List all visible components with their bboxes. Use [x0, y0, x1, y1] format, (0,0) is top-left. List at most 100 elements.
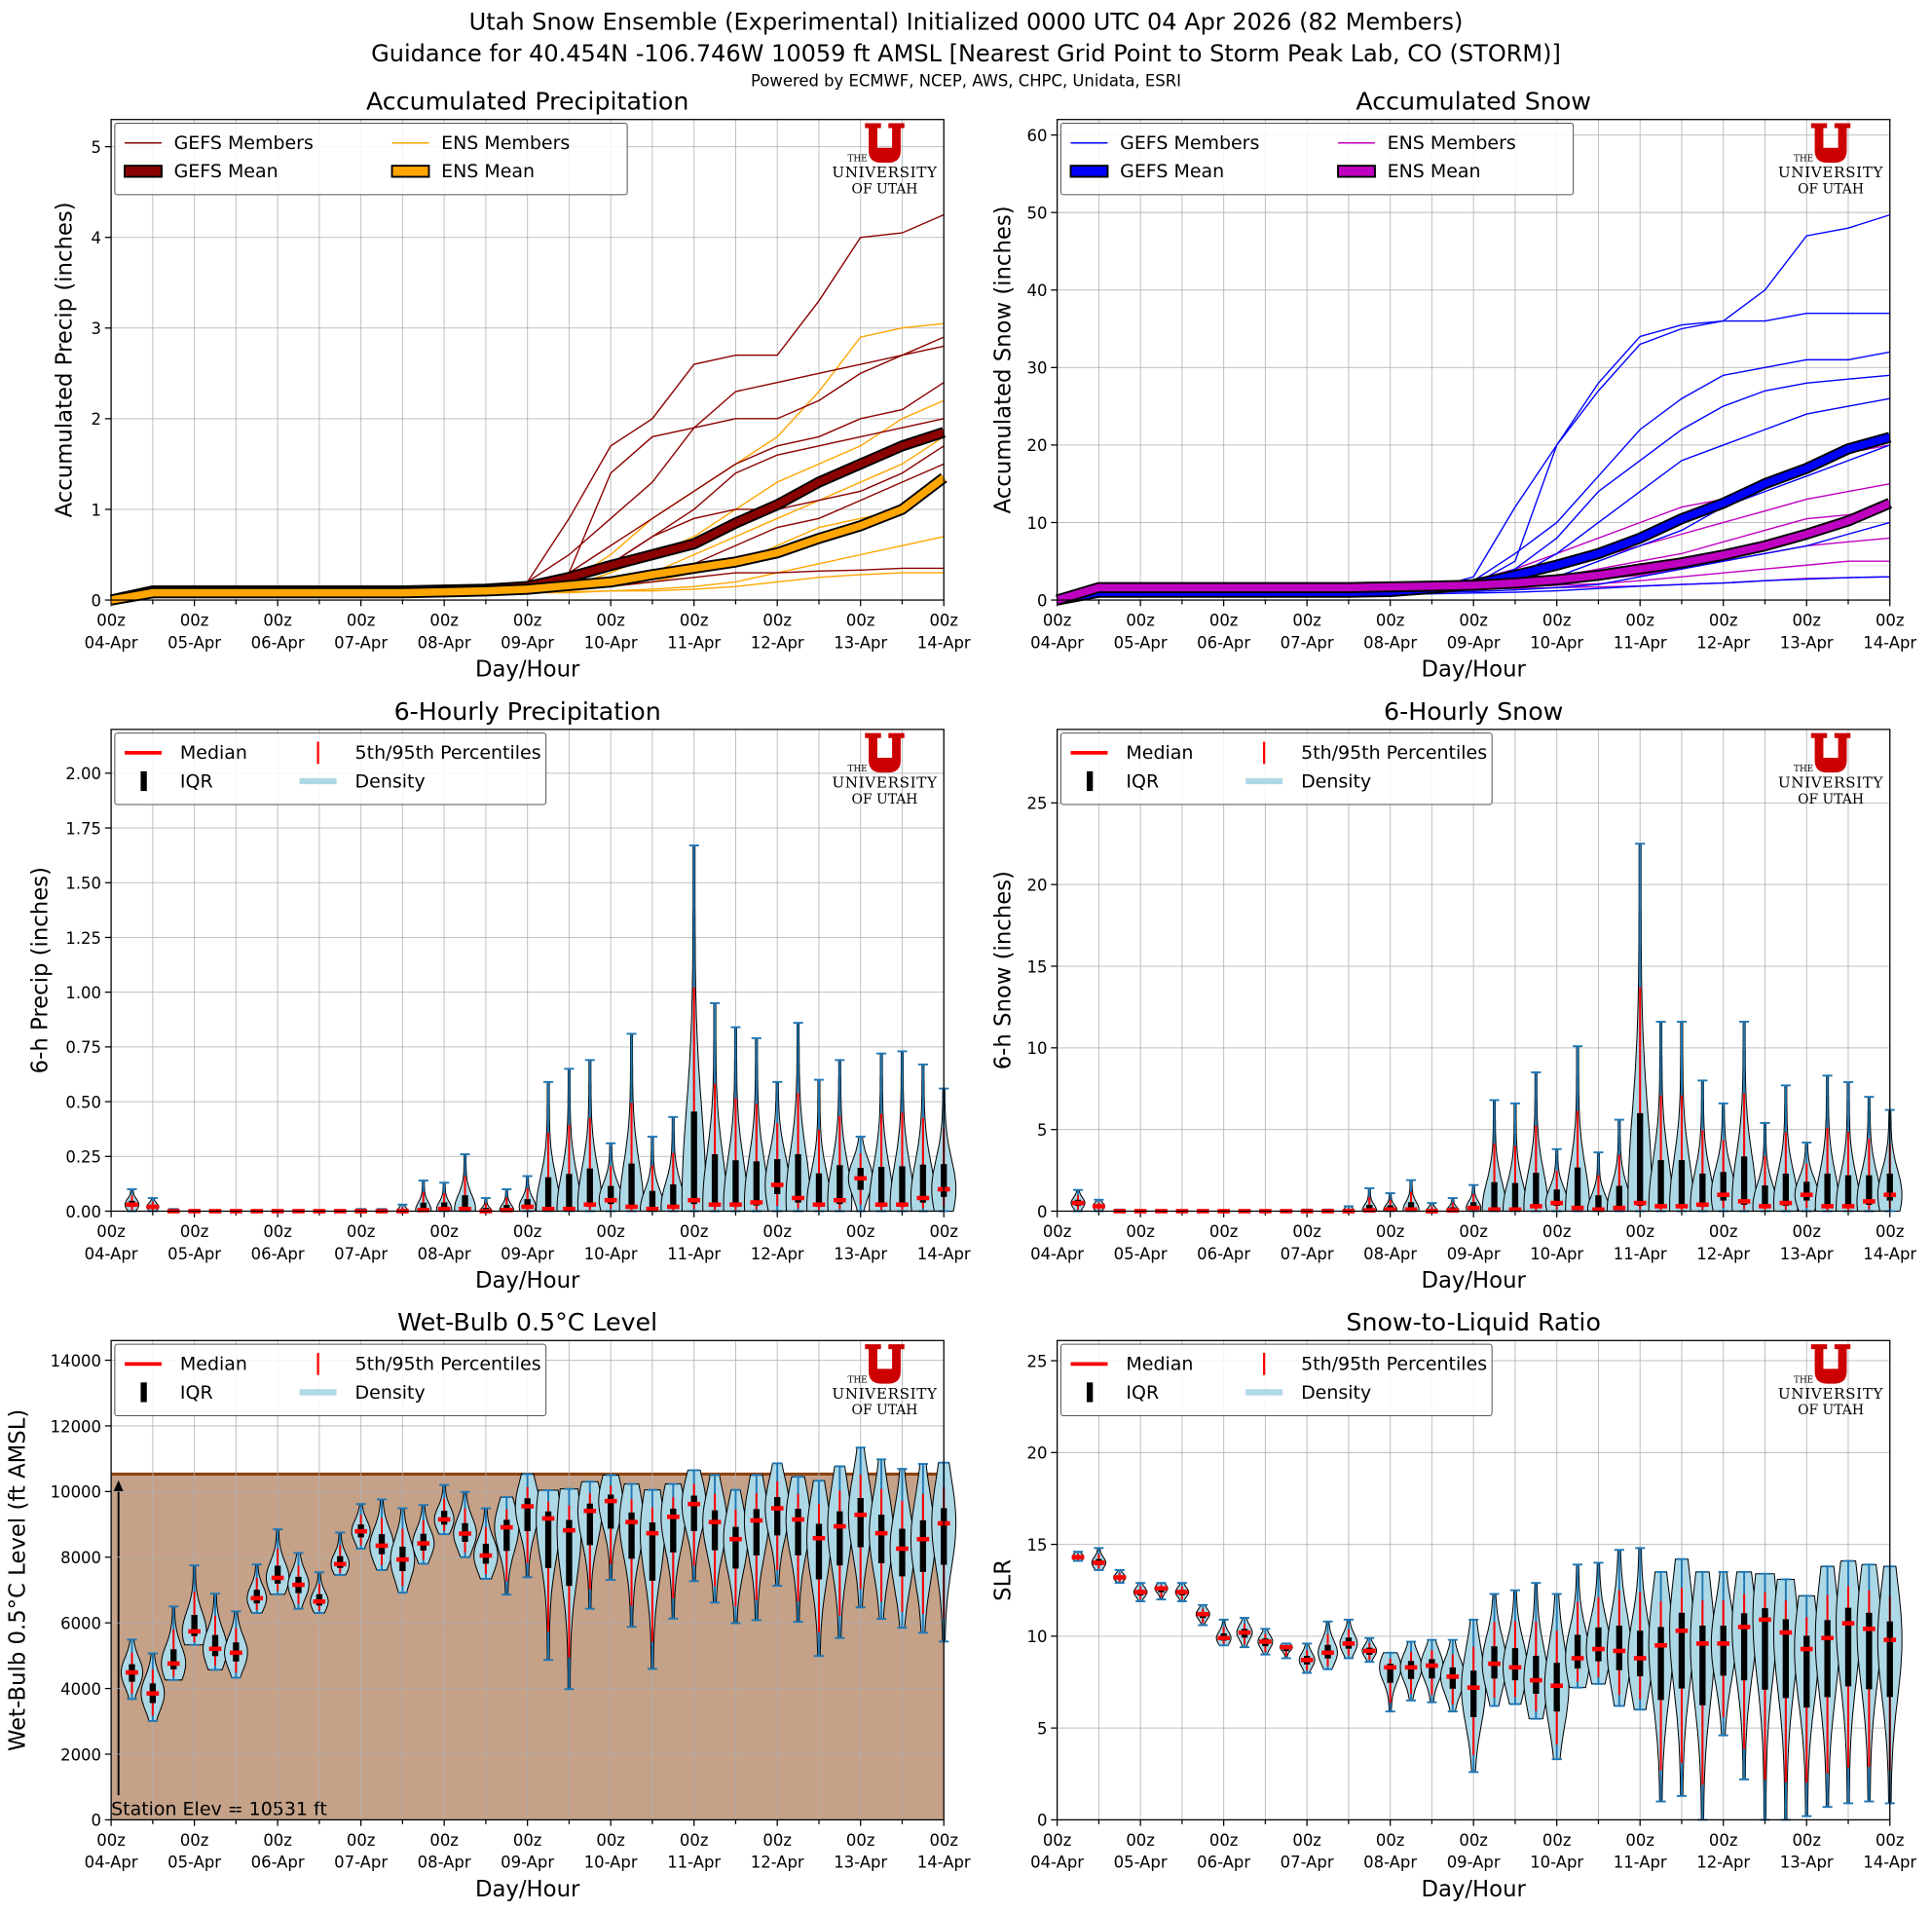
legend-label: GEFS Members: [1120, 132, 1259, 154]
median-marker: [708, 1519, 722, 1524]
iqr-box: [1699, 1626, 1706, 1705]
y-tick-label: 4000: [60, 1680, 101, 1699]
iqr-box: [1574, 1167, 1581, 1210]
iqr-box: [1553, 1189, 1560, 1207]
violin: [910, 1063, 936, 1213]
x-axis-label: Day/Hour: [1421, 1877, 1526, 1902]
violin: [1070, 1188, 1086, 1213]
x-tick-label-hour: 00z: [347, 1222, 376, 1241]
median-marker: [1404, 1665, 1418, 1670]
violin: [681, 1469, 707, 1583]
iqr-box: [1803, 1181, 1810, 1201]
violin: [1379, 1651, 1402, 1713]
iqr-box: [1470, 1670, 1477, 1717]
x-tick-label-hour: 00z: [846, 1831, 875, 1850]
x-tick-label-date: 10-Apr: [584, 1854, 638, 1872]
violin: [785, 1022, 811, 1213]
violin: [618, 1482, 645, 1629]
median-marker: [708, 1202, 722, 1208]
median-marker: [1133, 1590, 1147, 1594]
iqr-box: [1511, 1182, 1519, 1211]
median-marker: [1633, 1200, 1647, 1206]
violin: [1648, 1570, 1674, 1803]
violin: [827, 1465, 853, 1639]
x-tick-label-hour: 00z: [96, 1831, 126, 1850]
violin: [161, 1605, 187, 1681]
panel-accumulated-snow: 0 10 20 30 40 50 60 00z 04-Apr 00z 05-Apr 00z 06-Apr…: [991, 88, 1917, 683]
median-marker: [1196, 1611, 1209, 1617]
violin: [1710, 1570, 1736, 1737]
legend-label: Median: [1126, 742, 1193, 764]
violin: [806, 1078, 832, 1213]
violin: [723, 1488, 749, 1625]
iqr-box: [1491, 1181, 1498, 1211]
median-marker: [1280, 1644, 1293, 1650]
violin: [1461, 1618, 1487, 1774]
x-tick-label-date: 04-Apr: [1030, 633, 1084, 652]
violin: [1648, 1021, 1674, 1213]
iqr-box: [690, 1111, 697, 1205]
y-tick-label: 2.00: [65, 765, 101, 783]
x-tick-label-hour: 00z: [1709, 1831, 1738, 1850]
logo-text-of-utah: OF UTAH: [852, 792, 918, 807]
median-marker: [1717, 1192, 1730, 1197]
iqr-box: [1429, 1659, 1435, 1679]
median-marker: [459, 1531, 471, 1536]
x-tick-label-date: 12-Apr: [751, 1245, 804, 1263]
x-tick-label-date: 14-Apr: [1863, 633, 1916, 652]
median-marker: [126, 1202, 138, 1208]
violin: [1399, 1640, 1423, 1702]
x-tick-label-hour: 00z: [513, 1831, 542, 1850]
median-marker: [1217, 1635, 1230, 1641]
iqr-box: [774, 1159, 781, 1194]
violin: [1071, 1551, 1085, 1562]
median-marker: [146, 1691, 160, 1696]
x-axis-label: Day/Hour: [475, 656, 580, 682]
y-tick-label: 14000: [51, 1352, 101, 1370]
violin: [764, 1462, 791, 1588]
median-marker: [583, 1508, 597, 1514]
y-tick-label: 0.50: [65, 1093, 101, 1111]
y-tick-label: 5: [1037, 1121, 1047, 1140]
median-marker: [604, 1197, 617, 1203]
iqr-box: [1720, 1626, 1727, 1676]
violin: [1174, 1582, 1190, 1602]
violin: [412, 1504, 435, 1565]
x-tick-label-hour: 00z: [1043, 1831, 1072, 1850]
violin: [224, 1610, 248, 1679]
median-marker: [500, 1524, 513, 1530]
legend-label: Density: [355, 770, 426, 792]
violin: [1690, 1079, 1716, 1213]
iqr-box: [608, 1185, 614, 1205]
y-axis-label: 6-h Snow (inches): [991, 871, 1017, 1069]
violin: [1794, 1594, 1820, 1817]
median-marker: [126, 1669, 138, 1675]
violin: [1523, 1582, 1549, 1720]
iqr-box: [1866, 1612, 1873, 1690]
median-marker: [854, 1176, 868, 1181]
x-tick-label-hour: 00z: [846, 1222, 875, 1241]
violin: [1298, 1642, 1316, 1674]
x-tick-label-date: 04-Apr: [1030, 1245, 1084, 1263]
iqr-box: [1740, 1613, 1748, 1681]
x-tick-label-hour: 00z: [762, 1831, 792, 1850]
violin: [1772, 1578, 1799, 1821]
median-marker: [1426, 1663, 1438, 1668]
violin: [598, 1474, 624, 1581]
median-marker: [167, 1661, 180, 1667]
panel-title: Snow-to-Liquid Ratio: [1346, 1308, 1601, 1336]
x-tick-label-date: 12-Apr: [751, 1854, 804, 1872]
violin: [681, 844, 707, 1213]
logo-text-the: THE: [1794, 1375, 1813, 1385]
iqr-box: [753, 1509, 760, 1555]
iqr-box: [732, 1160, 739, 1208]
iqr-box: [877, 1515, 885, 1563]
violin: [1481, 1592, 1507, 1707]
iqr-box: [1762, 1185, 1768, 1209]
x-tick-label-hour: 00z: [429, 612, 459, 630]
median-marker: [1696, 1641, 1709, 1646]
logo-text-the: THE: [1794, 155, 1813, 165]
x-tick-label-date: 05-Apr: [1114, 1245, 1168, 1263]
violin: [743, 1474, 769, 1622]
